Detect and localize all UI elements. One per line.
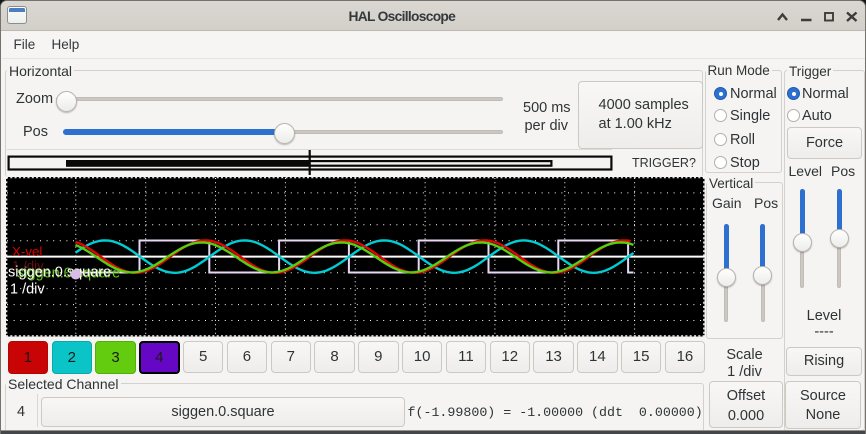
- svg-text:X-vel: X-vel: [12, 244, 42, 259]
- svg-text:1 /div: 1 /div: [10, 282, 45, 298]
- svg-text:1 /div: 1 /div: [12, 258, 44, 273]
- svg-text:siggen.0.square: siggen.0.square: [8, 265, 111, 281]
- svg-text:siggen.0.square: siggen.0.square: [17, 266, 120, 282]
